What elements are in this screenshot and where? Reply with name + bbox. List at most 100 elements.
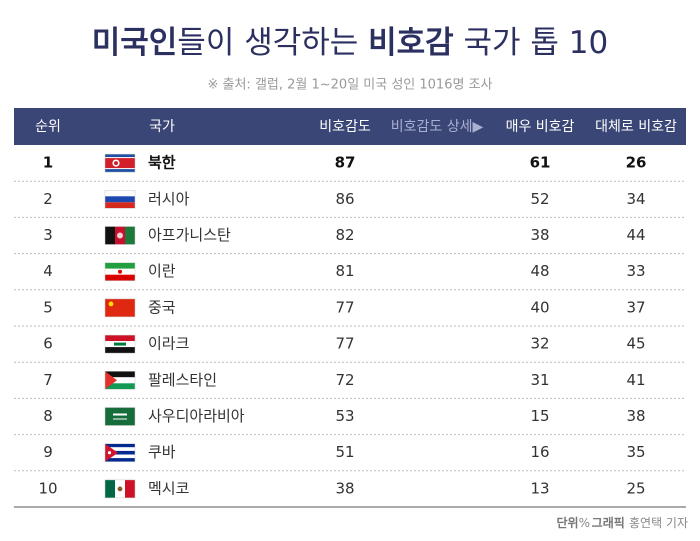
flag: [104, 262, 136, 281]
unit-value: %: [579, 516, 590, 530]
mostly-unfavorable: 33: [626, 262, 645, 280]
flag: [104, 443, 136, 462]
total-unfavorable: 53: [335, 407, 354, 425]
flag-border: [104, 334, 136, 354]
flag-shape: [105, 202, 135, 209]
flag: [104, 190, 136, 209]
very-unfavorable: 31: [530, 371, 549, 389]
rank: 4: [43, 262, 53, 280]
flag-shape: [105, 377, 135, 384]
very-unfavorable: 38: [530, 226, 549, 244]
table-row: 9 쿠바 51 16 35: [14, 443, 686, 472]
flag: [104, 153, 136, 173]
column-header: 국가: [149, 119, 175, 135]
column-header: 매우 비호감: [506, 119, 575, 135]
very-unfavorable: 15: [530, 407, 549, 425]
flag: [104, 334, 136, 354]
rank: 8: [43, 407, 53, 425]
rank: 5: [43, 298, 53, 316]
flag-shape: [113, 413, 127, 416]
column-header: 순위: [35, 119, 61, 135]
rank: 1: [43, 154, 53, 172]
flag-shape: [105, 335, 135, 342]
flag-shape: [105, 443, 118, 462]
header-bar: [14, 108, 686, 145]
total-unfavorable: 82: [335, 226, 354, 244]
rank: 2: [43, 190, 53, 208]
country: 러시아: [148, 190, 190, 208]
mostly-unfavorable: 45: [626, 335, 645, 353]
unit-note: 단위%: [557, 515, 591, 530]
flag-shape: [107, 451, 112, 455]
column-header: 대체로 비호감: [595, 119, 677, 135]
credit-name: 홍연택 기자: [629, 516, 688, 530]
flag: [104, 226, 136, 245]
mostly-unfavorable: 38: [626, 407, 645, 425]
flag-shape: [105, 347, 135, 354]
flag-shape: [125, 226, 135, 245]
table-row: 4 이란 81 48 33: [14, 262, 686, 291]
subtitle: ※ 출처: 갤럽, 2월 1~20일 미국 성인 1016명 조사: [207, 78, 492, 93]
total-unfavorable: 86: [335, 190, 354, 208]
title: 미국인들이 생각하는 비호감 국가 톱 10: [92, 25, 609, 61]
flag-shape: [105, 226, 115, 245]
title-part: 들이 생각하는: [177, 25, 368, 61]
mostly-unfavorable: 44: [626, 226, 645, 244]
flag-shape: [105, 383, 135, 390]
flag-shape: [108, 301, 114, 307]
mostly-unfavorable: 34: [626, 190, 645, 208]
table-row: 10 멕시코 38 13 25: [38, 479, 646, 499]
flag-border: [104, 153, 136, 173]
flag: [104, 298, 136, 318]
flag-shape: [105, 371, 135, 378]
country: 아프가니스탄: [148, 226, 231, 244]
flag-shape: [105, 447, 135, 451]
rank: 6: [43, 335, 53, 353]
mostly-unfavorable: 37: [626, 298, 645, 316]
total-unfavorable: 77: [335, 298, 354, 316]
flag-shape: [105, 274, 135, 281]
very-unfavorable: 32: [530, 335, 549, 353]
flag: [104, 407, 136, 426]
flag-shape: [105, 479, 115, 498]
country: 이란: [148, 262, 176, 280]
flag-shape: [105, 158, 135, 169]
flag-shape: [105, 262, 135, 269]
rank: 3: [43, 226, 53, 244]
flag-shape: [114, 342, 126, 346]
flag-border: [104, 371, 136, 390]
total-unfavorable: 77: [335, 335, 354, 353]
flag-shape: [105, 407, 135, 426]
country: 북한: [148, 154, 176, 172]
mostly-unfavorable: 26: [626, 154, 647, 172]
mostly-unfavorable: 41: [626, 371, 645, 389]
table-row: 8 사우디아라비아 53 15 38: [14, 407, 686, 436]
country: 이라크: [148, 335, 189, 353]
mostly-unfavorable: 35: [626, 443, 645, 461]
flag-shape: [114, 161, 118, 166]
flag-shape: [117, 486, 123, 492]
table-row: 3 아프가니스탄 82 38 44: [14, 226, 686, 255]
country: 팔레스타인: [148, 371, 217, 389]
column-header: 비호감도: [319, 119, 371, 135]
credit: 그래픽 홍연택 기자: [592, 515, 688, 530]
rank: 9: [43, 443, 53, 461]
flag-shape: [105, 190, 135, 197]
very-unfavorable: 48: [530, 262, 549, 280]
credit-label: 그래픽: [592, 515, 629, 530]
table-row: 6 이라크 77 32 45: [14, 335, 686, 363]
title-part: 미국인: [92, 25, 178, 61]
flag-shape: [105, 450, 135, 455]
total-unfavorable: 38: [335, 479, 354, 497]
column-header: 비호감도 상세▶: [391, 119, 484, 135]
flag-shape: [117, 232, 123, 239]
flag-border: [104, 226, 136, 245]
flag-border: [104, 407, 136, 426]
table-row: 5 중국 77 40 37: [14, 298, 686, 327]
table-row: 1 북한 87 61 26: [14, 154, 686, 182]
table-row: 2 러시아 86 52 34: [14, 190, 686, 218]
flag-shape: [105, 298, 135, 317]
table-row: 7 팔레스타인 72 31 41: [14, 371, 686, 399]
flag-border: [104, 298, 136, 318]
